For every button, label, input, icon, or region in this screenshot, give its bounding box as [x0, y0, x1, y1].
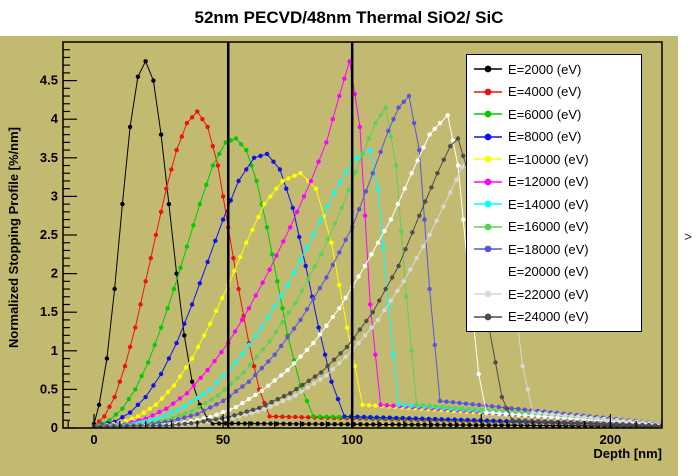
chart-title: 52nm PECVD/48nm Thermal SiO2/ SiC [194, 8, 504, 27]
svg-text:4: 4 [51, 111, 59, 126]
legend-marker [474, 133, 502, 141]
legend-marker [474, 178, 502, 186]
right-strip: > [678, 36, 698, 476]
svg-text:4.5: 4.5 [40, 73, 58, 88]
legend-label: E=18000 (eV) [508, 241, 589, 257]
legend-marker [474, 65, 502, 73]
svg-text:3.5: 3.5 [40, 150, 58, 165]
legend-label: E=10000 (eV) [508, 151, 589, 167]
y-axis-title: Normalized Stopping Profile [%/nm] [6, 126, 21, 348]
legend-label: E=22000 (eV) [508, 286, 589, 302]
legend-item: E=16000 (eV) [473, 216, 641, 237]
svg-text:200: 200 [600, 432, 622, 447]
svg-text:0.5: 0.5 [40, 381, 58, 396]
legend-item: E=24000 (eV) [473, 306, 641, 327]
title-strip: 52nm PECVD/48nm Thermal SiO2/ SiC [0, 0, 698, 36]
legend-item: E=4000 (eV) [473, 81, 641, 102]
svg-text:50: 50 [216, 432, 230, 447]
svg-text:150: 150 [470, 432, 492, 447]
svg-text:100: 100 [341, 432, 363, 447]
legend-item: E=8000 (eV) [473, 126, 641, 147]
legend-item: E=20000 (eV) [473, 261, 641, 282]
legend-marker [474, 88, 502, 95]
legend-box[interactable]: E=2000 (eV) E=4000 (eV) E=6000 (eV) E=8000 … [466, 54, 642, 332]
x-axis-title: Depth [nm] [593, 446, 662, 461]
legend-label: E=6000 (eV) [508, 106, 582, 122]
legend-marker [474, 110, 502, 118]
legend-item: E=14000 (eV) [473, 194, 641, 215]
axis-tick-labels: 0 50 100 150 200 0 0.5 1 1.5 2 2.5 3 3.5 4 4.5 [40, 73, 621, 447]
legend-item: E=2000 (eV) [473, 59, 641, 80]
legend-label: E=12000 (eV) [508, 174, 589, 190]
legend-marker [474, 223, 502, 231]
layer-boundary-lines [226, 42, 354, 428]
legend-marker [474, 290, 502, 298]
legend-label: E=14000 (eV) [508, 196, 589, 212]
legend-marker [474, 155, 502, 163]
svg-text:3: 3 [51, 188, 58, 203]
legend-item: E=6000 (eV) [473, 104, 641, 125]
legend-item: E=22000 (eV) [473, 284, 641, 305]
svg-text:1: 1 [51, 343, 58, 358]
legend-item: E=12000 (eV) [473, 171, 641, 192]
legend-marker [474, 313, 502, 321]
legend-marker [474, 245, 502, 253]
legend-label: E=8000 (eV) [508, 129, 582, 145]
legend-label: E=16000 (eV) [508, 219, 589, 235]
legend-label: E=2000 (eV) [508, 61, 582, 77]
axis-ticks [63, 49, 663, 429]
legend-item: E=10000 (eV) [473, 149, 641, 170]
legend-marker [474, 200, 502, 208]
chevron-right-icon[interactable]: > [684, 228, 692, 244]
svg-text:2: 2 [51, 266, 58, 281]
legend-label: E=4000 (eV) [508, 84, 582, 100]
svg-text:1.5: 1.5 [40, 304, 58, 319]
legend-item: E=18000 (eV) [473, 239, 641, 260]
svg-text:2.5: 2.5 [40, 227, 58, 242]
legend-label: E=20000 (eV) [508, 264, 589, 280]
legend-marker [474, 268, 502, 276]
legend-label: E=24000 (eV) [508, 309, 589, 325]
svg-text:0: 0 [90, 432, 97, 447]
svg-text:0: 0 [51, 420, 58, 435]
